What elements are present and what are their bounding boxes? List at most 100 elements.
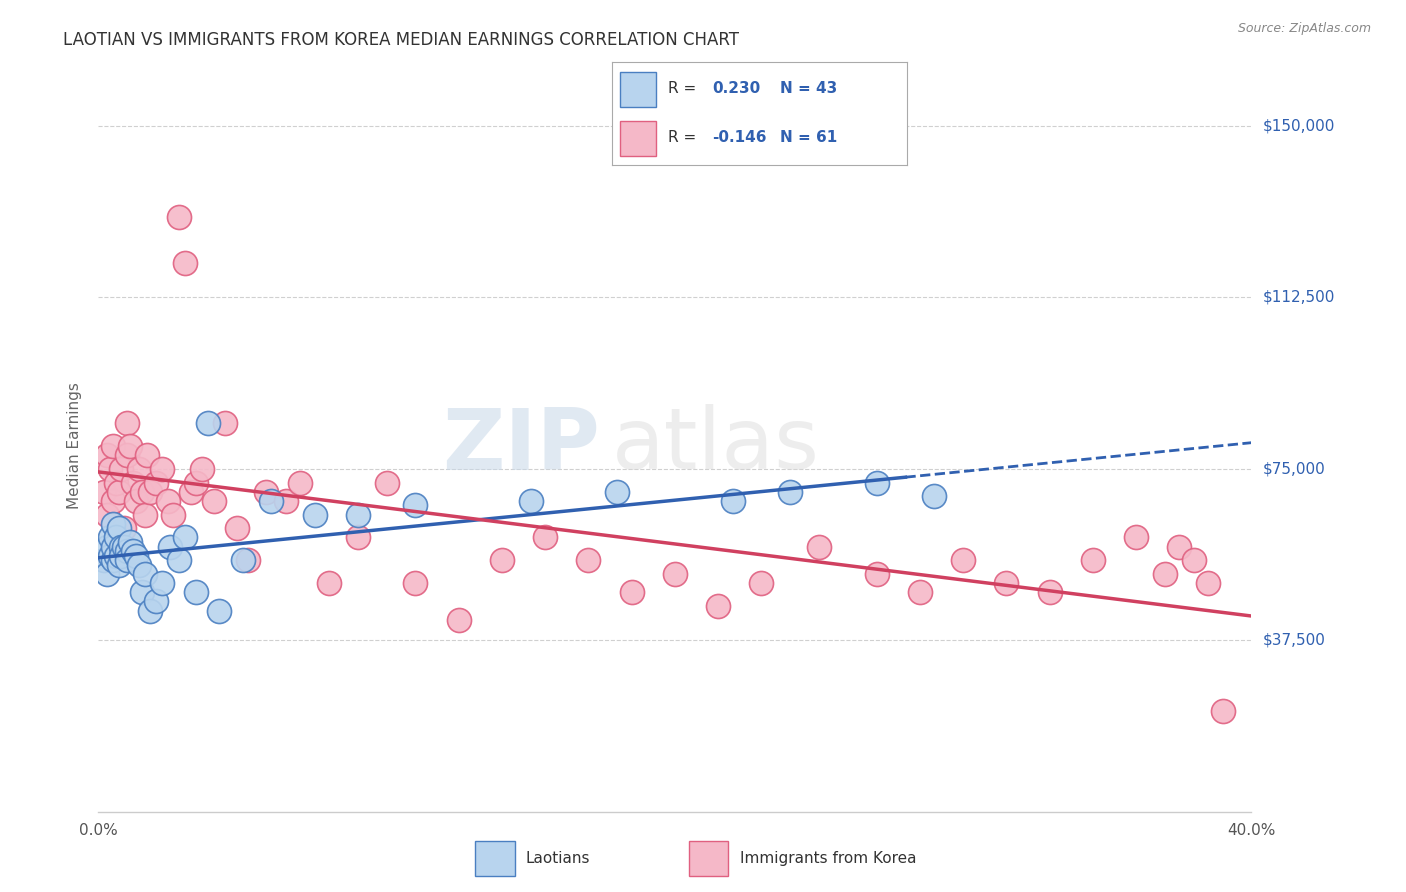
Point — [117, 553, 138, 567]
Point — [136, 448, 159, 462]
Text: R =: R = — [668, 130, 700, 145]
Point — [520, 493, 543, 508]
Point — [120, 439, 142, 453]
Point — [866, 475, 889, 490]
Text: 0.230: 0.230 — [711, 81, 761, 96]
Point — [779, 484, 801, 499]
Point — [174, 256, 197, 270]
Point — [96, 567, 118, 582]
Point — [346, 530, 368, 544]
Point — [290, 475, 312, 490]
Point — [134, 508, 156, 522]
Point — [606, 484, 628, 499]
Point — [191, 462, 214, 476]
Point — [231, 553, 254, 567]
Point — [162, 508, 184, 522]
Point — [112, 540, 135, 554]
Text: $150,000: $150,000 — [1263, 119, 1334, 134]
Point — [721, 493, 744, 508]
Point — [131, 484, 153, 499]
Point — [180, 484, 202, 499]
Point — [122, 475, 145, 490]
Point — [260, 493, 283, 508]
Text: atlas: atlas — [612, 404, 820, 488]
Point — [922, 489, 945, 503]
Point — [447, 613, 470, 627]
Text: $37,500: $37,500 — [1263, 632, 1326, 648]
Point — [125, 493, 148, 508]
Point — [225, 521, 247, 535]
Point — [96, 508, 118, 522]
Point — [186, 585, 208, 599]
Point — [167, 211, 190, 225]
Point — [98, 462, 121, 476]
Point — [214, 416, 236, 430]
Text: ZIP: ZIP — [443, 404, 600, 488]
Point — [110, 540, 132, 554]
Point — [107, 521, 129, 535]
Point — [131, 585, 153, 599]
Text: $75,000: $75,000 — [1263, 461, 1326, 476]
Point — [238, 553, 260, 567]
Point — [104, 530, 127, 544]
Point — [620, 585, 643, 599]
Text: LAOTIAN VS IMMIGRANTS FROM KOREA MEDIAN EARNINGS CORRELATION CHART: LAOTIAN VS IMMIGRANTS FROM KOREA MEDIAN … — [63, 31, 740, 49]
Text: Immigrants from Korea: Immigrants from Korea — [740, 851, 917, 866]
Point — [952, 553, 974, 567]
Point — [101, 493, 124, 508]
Point — [93, 553, 115, 567]
Point — [866, 567, 889, 582]
Point — [208, 603, 231, 617]
Point — [128, 558, 150, 572]
Point — [104, 475, 127, 490]
Point — [93, 484, 115, 499]
Point — [117, 416, 138, 430]
Point — [117, 448, 138, 462]
Point — [405, 499, 427, 513]
Point — [159, 540, 181, 554]
Point — [304, 508, 326, 522]
Point — [112, 521, 135, 535]
Point — [101, 553, 124, 567]
Point — [145, 594, 167, 608]
Point — [1153, 567, 1175, 582]
Point — [995, 576, 1018, 591]
Text: N = 61: N = 61 — [780, 130, 837, 145]
Point — [167, 553, 190, 567]
Point — [751, 576, 773, 591]
Point — [534, 530, 557, 544]
Point — [145, 475, 167, 490]
Point — [101, 540, 124, 554]
Point — [202, 493, 225, 508]
Point — [125, 549, 148, 563]
Point — [122, 544, 145, 558]
Point — [254, 484, 277, 499]
Text: Source: ZipAtlas.com: Source: ZipAtlas.com — [1237, 22, 1371, 36]
Point — [110, 549, 132, 563]
Point — [1038, 585, 1062, 599]
Point — [128, 462, 150, 476]
Text: N = 43: N = 43 — [780, 81, 837, 96]
Point — [101, 516, 124, 531]
Point — [156, 493, 179, 508]
Bar — [620, 121, 655, 156]
Point — [707, 599, 730, 613]
Point — [375, 475, 398, 490]
Point — [150, 576, 173, 591]
Point — [1081, 553, 1104, 567]
Point — [98, 549, 121, 563]
Text: R =: R = — [668, 81, 700, 96]
Point — [96, 448, 118, 462]
Point — [107, 484, 129, 499]
Text: Laotians: Laotians — [526, 851, 591, 866]
Point — [318, 576, 340, 591]
Bar — [620, 71, 655, 106]
Point — [98, 530, 121, 544]
Point — [1182, 553, 1205, 567]
Bar — [475, 841, 515, 876]
Point — [139, 484, 162, 499]
Point — [150, 462, 173, 476]
Point — [104, 549, 127, 563]
Point — [1125, 530, 1147, 544]
Point — [491, 553, 513, 567]
